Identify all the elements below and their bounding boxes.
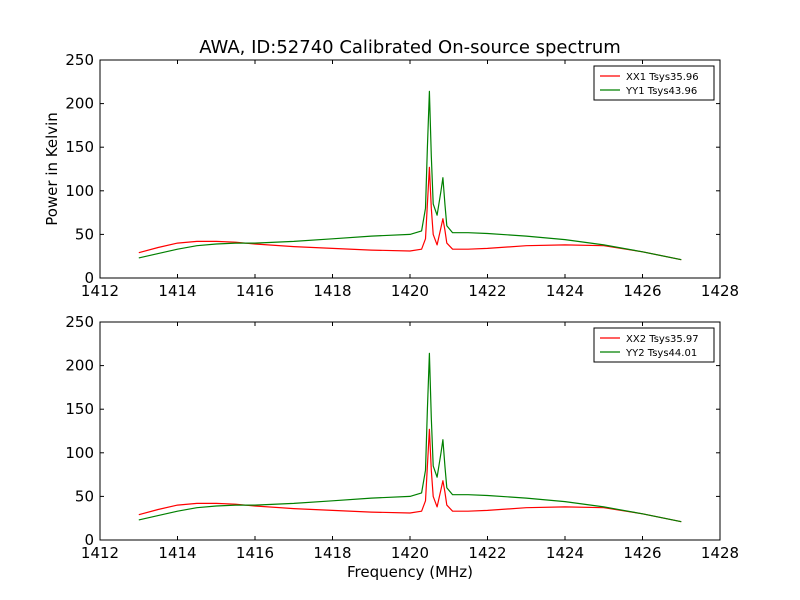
y-tick-label: 0 <box>84 531 94 549</box>
y-tick-label: 250 <box>65 313 94 331</box>
legend-label: XX1 Tsys35.96 <box>626 72 699 83</box>
y-tick-label: 250 <box>65 51 94 69</box>
x-tick-label: 1426 <box>623 282 661 300</box>
series-line-xx <box>138 166 682 261</box>
y-tick-label: 50 <box>75 487 94 505</box>
x-tick-label: 1428 <box>701 282 739 300</box>
x-tick-label: 1422 <box>468 282 506 300</box>
x-tick-label: 1418 <box>313 544 351 562</box>
y-tick-label: 50 <box>75 225 94 243</box>
series-line-xx <box>138 428 682 523</box>
x-tick-label: 1428 <box>701 544 739 562</box>
spectrum-panel-1: 1412 1414 1416 1418 1420 1422 1424 1426 1428 0 50 1… <box>43 51 739 300</box>
x-tick-label: 1422 <box>468 544 506 562</box>
series-line-yy <box>138 90 682 261</box>
y-tick-label: 150 <box>65 138 94 156</box>
legend-label: YY1 Tsys43.96 <box>625 86 697 97</box>
y-tick-label: 100 <box>65 444 94 462</box>
legend-box <box>593 65 715 101</box>
x-tick-label: 1420 <box>391 544 429 562</box>
x-tick-label: 1426 <box>623 544 661 562</box>
series-line-yy <box>138 352 682 523</box>
x-tick-label: 1420 <box>391 282 429 300</box>
spectrum-panel-2: 1412 1414 1416 1418 1420 1422 1424 1426 1428 0 50 1… <box>65 313 739 581</box>
legend-label: XX2 Tsys35.97 <box>626 334 699 345</box>
y-tick-label: 0 <box>84 269 94 287</box>
x-tick-label: 1418 <box>313 282 351 300</box>
y-tick-label: 200 <box>65 357 94 375</box>
y-tick-label: 100 <box>65 182 94 200</box>
x-axis-label: Frequency (MHz) <box>347 563 473 581</box>
legend-box <box>593 327 715 363</box>
x-tick-label: 1414 <box>158 282 196 300</box>
y-tick-label: 150 <box>65 400 94 418</box>
x-tick-label: 1414 <box>158 544 196 562</box>
x-tick-label: 1424 <box>546 544 584 562</box>
x-tick-label: 1412 <box>81 544 119 562</box>
x-tick-label: 1416 <box>236 282 274 300</box>
legend-label: YY2 Tsys44.01 <box>625 348 697 359</box>
x-tick-label: 1424 <box>546 282 584 300</box>
x-tick-label: 1412 <box>81 282 119 300</box>
y-axis-label: Power in Kelvin <box>43 112 61 226</box>
figure-title: AWA, ID:52740 Calibrated On-source spect… <box>199 37 621 58</box>
y-tick-label: 200 <box>65 95 94 113</box>
x-tick-label: 1416 <box>236 544 274 562</box>
